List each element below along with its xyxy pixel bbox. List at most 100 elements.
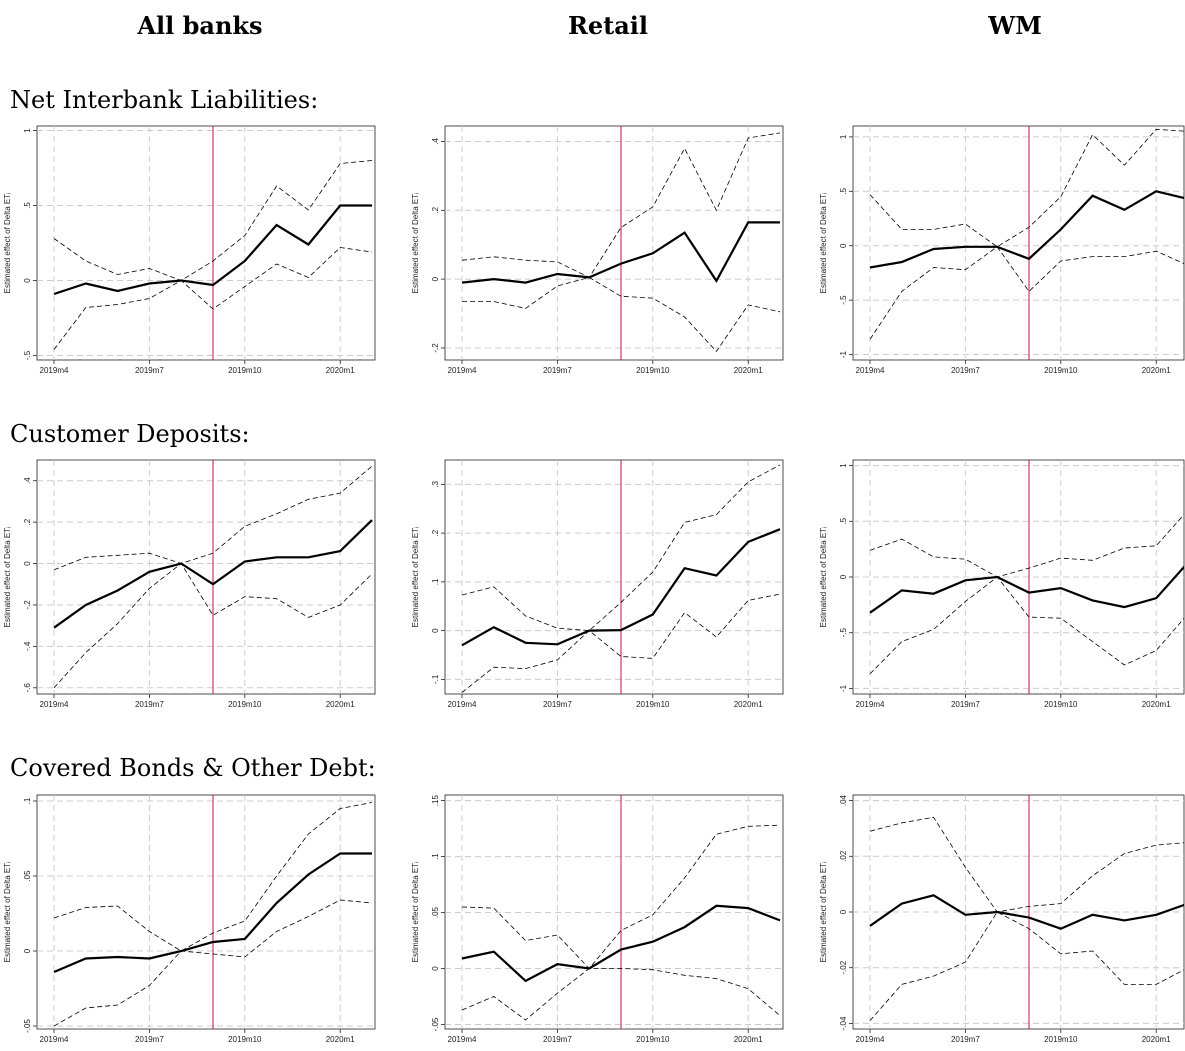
panel: Estimated effect of Delta ETᵢ -.6 -.4 -.2 0.… <box>3 459 376 709</box>
x-tick-label: 2019m7 <box>543 700 572 709</box>
ci-line <box>53 465 373 571</box>
y-tick-label: 0 <box>839 243 848 248</box>
y-tick-label: .5 <box>23 202 32 209</box>
ci-line <box>53 247 373 350</box>
estimate-line <box>869 190 1184 269</box>
x-tick-label: 2019m4 <box>448 366 477 375</box>
y-tick-label: -.5 <box>839 295 848 305</box>
x-tick-label: 2019m7 <box>543 366 572 375</box>
y-tick-label: .1 <box>431 853 440 860</box>
ci-line <box>869 576 1184 675</box>
y-tick-label: .5 <box>839 187 848 194</box>
estimate-line <box>53 519 373 629</box>
y-tick-label: 0 <box>839 909 848 914</box>
x-tick-label: 2020m1 <box>326 700 355 709</box>
x-tick-label: 2020m1 <box>734 700 763 709</box>
y-axis-label: Estimated effect of Delta ETᵢ <box>411 527 420 628</box>
plot-frame <box>444 125 784 361</box>
column-title: WM <box>987 11 1042 40</box>
x-tick-label: 2019m10 <box>1044 700 1078 709</box>
ci-line <box>53 160 373 281</box>
panel: Estimated effect of Delta ETᵢ -1 -.5 0 .5 1 20… <box>819 125 1185 375</box>
x-tick-label: 2019m4 <box>448 700 477 709</box>
panel: Estimated effect of Delta ETᵢ -.05 0 .05 .1.… <box>411 794 784 1044</box>
x-tick-label: 2019m7 <box>135 1035 164 1044</box>
y-tick-label: .2 <box>431 529 440 536</box>
ci-line <box>461 824 781 970</box>
column-title: Retail <box>568 11 648 40</box>
panel: Estimated effect of Delta ETᵢ -.5 0 .5 1 2019… <box>3 125 376 375</box>
column-title: All banks <box>136 11 262 40</box>
y-tick-label: .4 <box>23 477 32 484</box>
x-tick-label: 2019m10 <box>228 1035 262 1044</box>
x-tick-label: 2019m7 <box>135 366 164 375</box>
y-tick-label: -.2 <box>23 600 32 610</box>
panel: Estimated effect of Delta ETᵢ -.2 0 .2 .4 201… <box>411 125 784 375</box>
plot-frame <box>444 459 784 695</box>
y-tick-label: -.04 <box>839 1016 848 1030</box>
x-tick-label: 2019m4 <box>40 1035 69 1044</box>
y-tick-label: 1 <box>839 134 848 139</box>
y-tick-label: .3 <box>431 480 440 487</box>
y-axis-label: Estimated effect of Delta ETᵢ <box>3 527 12 628</box>
x-tick-label: 2019m7 <box>543 1035 572 1044</box>
y-tick-label: .4 <box>431 138 440 145</box>
y-tick-label: 0 <box>23 561 32 566</box>
y-axis-label: Estimated effect of Delta ETᵢ <box>819 193 828 294</box>
estimate-line <box>461 904 781 983</box>
x-tick-label: 2019m10 <box>636 366 670 375</box>
x-tick-label: 2019m10 <box>228 366 262 375</box>
estimate-line <box>869 894 1184 930</box>
x-tick-label: 2019m7 <box>951 1035 980 1044</box>
panel: Estimated effect of Delta ETᵢ -.1 0 .1 .2 .3 2… <box>411 459 784 709</box>
x-tick-label: 2019m4 <box>856 700 885 709</box>
y-tick-label: -.4 <box>23 641 32 651</box>
y-axis-label: Estimated effect of Delta ETᵢ <box>3 862 12 963</box>
estimate-line <box>461 221 780 284</box>
ci-line <box>461 968 781 1021</box>
y-tick-label: .05 <box>23 870 32 882</box>
ci-line <box>869 128 1184 248</box>
y-axis-label: Estimated effect of Delta ETᵢ <box>411 862 420 963</box>
ci-line <box>869 816 1184 913</box>
row-title: Customer Deposits: <box>10 420 250 448</box>
panel: Estimated effect of Delta ETᵢ -1 -.5 0 .5 1 20… <box>819 459 1185 709</box>
row-title: Net Interbank Liabilities: <box>10 86 318 114</box>
y-tick-label: .04 <box>839 794 848 806</box>
y-tick-label: -.1 <box>431 674 440 684</box>
x-tick-label: 2020m1 <box>326 366 355 375</box>
row-title: Covered Bonds & Other Debt: <box>10 754 376 782</box>
estimate-line <box>53 852 372 974</box>
panel: Estimated effect of Delta ETᵢ -.05 0 .05 .1 2… <box>3 794 376 1044</box>
x-tick-label: 2020m1 <box>1142 700 1171 709</box>
y-tick-label: .1 <box>431 578 440 585</box>
estimate-line <box>461 528 781 647</box>
ci-line <box>53 899 373 1027</box>
y-tick-label: -.5 <box>23 350 32 360</box>
x-tick-label: 2020m1 <box>326 1035 355 1044</box>
x-tick-label: 2020m1 <box>734 366 763 375</box>
y-tick-label: .2 <box>23 518 32 525</box>
x-tick-label: 2020m1 <box>734 1035 763 1044</box>
plot-frame <box>36 125 376 361</box>
y-tick-label: -.02 <box>839 960 848 974</box>
y-tick-label: -1 <box>839 350 848 358</box>
y-tick-label: 0 <box>23 948 32 953</box>
y-tick-label: 0 <box>431 628 440 633</box>
x-tick-label: 2019m10 <box>1044 366 1078 375</box>
y-tick-label: -.5 <box>839 627 848 637</box>
ci-line <box>869 911 1184 1021</box>
y-tick-label: 1 <box>23 128 32 133</box>
ci-line <box>869 246 1184 340</box>
y-axis-label: Estimated effect of Delta ETᵢ <box>819 862 828 963</box>
x-tick-label: 2020m1 <box>1142 366 1171 375</box>
ci-line <box>869 513 1184 578</box>
y-tick-label: 0 <box>839 574 848 579</box>
y-axis-label: Estimated effect of Delta ETᵢ <box>411 193 420 294</box>
x-tick-label: 2019m4 <box>40 700 69 709</box>
estimate-line <box>53 204 372 296</box>
y-tick-label: .15 <box>431 794 440 806</box>
y-tick-label: .1 <box>23 797 32 804</box>
plot-frame <box>444 794 784 1030</box>
